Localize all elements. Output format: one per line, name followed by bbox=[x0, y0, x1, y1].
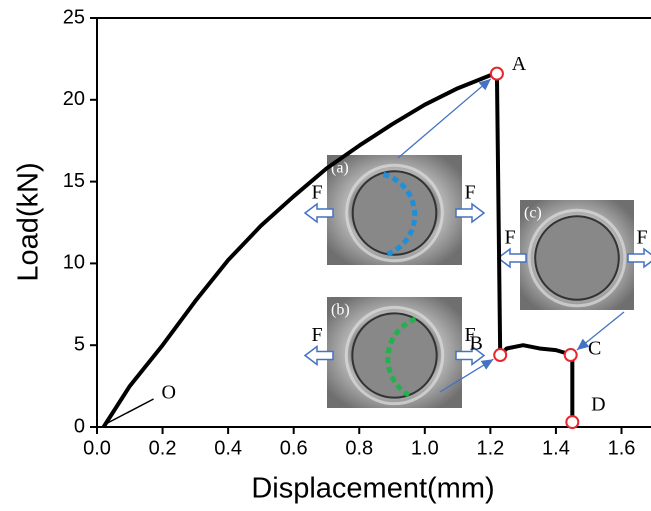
point-label: C bbox=[588, 338, 601, 360]
x-tick-label: 1.4 bbox=[542, 437, 570, 459]
inset-weld bbox=[351, 170, 438, 256]
inset-weld bbox=[351, 312, 438, 399]
crack-path bbox=[379, 171, 418, 257]
x-tick-label: 1.0 bbox=[411, 437, 439, 459]
crack-path bbox=[385, 316, 417, 398]
y-tick-label: 0 bbox=[74, 415, 85, 437]
y-tick-label: 15 bbox=[63, 170, 85, 192]
key-point bbox=[565, 415, 580, 430]
inset-weld bbox=[534, 215, 620, 301]
force-label: F bbox=[311, 324, 322, 346]
key-point bbox=[489, 66, 504, 81]
inset-ring bbox=[527, 208, 627, 308]
y-tick-label: 20 bbox=[63, 88, 85, 110]
inset-pointer bbox=[576, 311, 625, 351]
origin-leader bbox=[107, 398, 154, 424]
force-arrow bbox=[455, 202, 486, 224]
x-tick-label: 0.2 bbox=[149, 437, 177, 459]
x-tick-label: 0.8 bbox=[345, 437, 373, 459]
y-tick-label: 10 bbox=[63, 252, 85, 274]
y-tick-label: 25 bbox=[63, 6, 85, 28]
y-axis-title: Load(kN) bbox=[13, 162, 45, 281]
force-arrow bbox=[303, 345, 334, 366]
axis-frame bbox=[96, 17, 651, 428]
key-point bbox=[493, 348, 508, 363]
force-label: F bbox=[464, 324, 475, 346]
force-arrow bbox=[455, 345, 486, 366]
force-arrow bbox=[627, 247, 651, 269]
x-axis-title: Displacement(mm) bbox=[251, 473, 494, 505]
force-arrow bbox=[496, 247, 527, 269]
x-tick-label: 0.4 bbox=[214, 437, 242, 459]
inset-pointer bbox=[397, 78, 492, 159]
x-tick-label: 1.2 bbox=[476, 437, 504, 459]
x-tick-label: 1.6 bbox=[608, 437, 636, 459]
origin-label: O bbox=[162, 382, 176, 404]
inset-ring bbox=[345, 163, 444, 263]
force-label: F bbox=[311, 182, 322, 204]
x-tick-label: 0.0 bbox=[83, 437, 111, 459]
x-tick-label: 0.6 bbox=[280, 437, 308, 459]
load-curve bbox=[101, 71, 575, 429]
force-label: F bbox=[464, 182, 475, 204]
force-arrow bbox=[303, 202, 334, 224]
force-label: F bbox=[636, 227, 647, 249]
inset-label: (c) bbox=[524, 205, 542, 222]
point-label: B bbox=[470, 333, 483, 355]
inset-ring bbox=[344, 305, 445, 406]
inset-pointer bbox=[439, 358, 494, 393]
point-label: A bbox=[512, 53, 527, 75]
key-point bbox=[563, 348, 578, 363]
force-label: F bbox=[504, 227, 515, 249]
inset-label: (b) bbox=[331, 302, 350, 319]
y-tick-label: 5 bbox=[74, 333, 85, 355]
point-label: D bbox=[591, 394, 605, 416]
